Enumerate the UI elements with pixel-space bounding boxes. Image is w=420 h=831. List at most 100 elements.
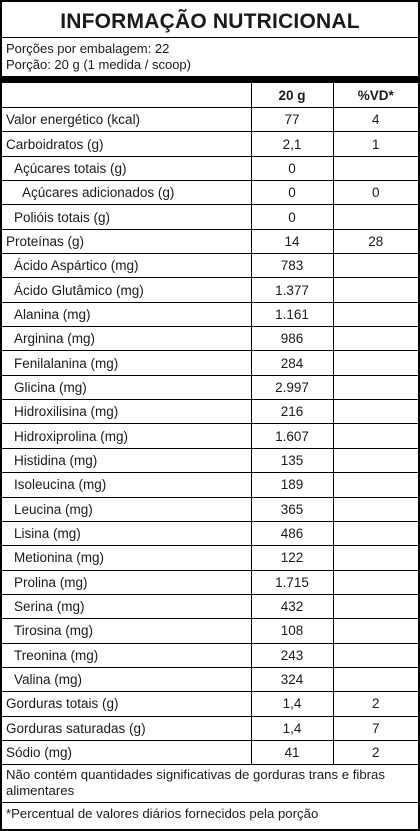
table-row: Ácido Glutâmico (mg) 1.377 xyxy=(2,277,418,303)
nutrient-amount: 77 xyxy=(250,107,333,132)
table-row: Prolina (mg) 1.715 xyxy=(2,570,418,595)
table-row: Lisina (mg) 486 xyxy=(2,521,418,546)
nutrient-amount: 122 xyxy=(250,545,333,571)
header-dv: %VD* xyxy=(332,83,418,108)
serving-size: Porção: 20 g (1 medida / scoop) xyxy=(6,57,191,72)
nutrient-dv xyxy=(332,399,418,424)
nutrient-amount: 135 xyxy=(250,448,333,473)
table-row: Valina (mg) 324 xyxy=(2,667,418,692)
nutrient-amount: 1.715 xyxy=(250,570,333,595)
nutrient-name: Sódio (mg) xyxy=(6,745,73,761)
nutrient-name: Leucina (mg) xyxy=(14,501,93,517)
table-row: Polióis totais (g) 0 xyxy=(2,204,418,230)
nutrient-name: Tirosina (mg) xyxy=(14,623,94,639)
nutrient-dv xyxy=(332,618,418,644)
nutrient-amount: 1.607 xyxy=(250,423,333,449)
header-nutrient xyxy=(2,83,251,108)
label-title: INFORMAÇÃO NUTRICIONAL xyxy=(2,2,418,38)
nutrient-name: Metionina (mg) xyxy=(14,550,105,566)
table-body: Valor energético (kcal) 77 4 Carboidratos (… xyxy=(2,107,418,765)
nutrient-amount: 243 xyxy=(250,643,333,668)
nutrient-name: Gorduras saturadas (g) xyxy=(6,720,146,736)
nutrient-amount: 486 xyxy=(250,521,333,546)
nutrient-amount: 2,1 xyxy=(250,131,333,157)
nutrient-name: Açúcares adicionados (g) xyxy=(22,185,175,201)
table-row: Sódio (mg) 41 2 xyxy=(2,740,418,765)
nutrient-name: Valor energético (kcal) xyxy=(6,112,141,128)
nutrient-name: Valina (mg) xyxy=(14,672,83,688)
table-row: Carboidratos (g) 2,1 1 xyxy=(2,131,418,157)
nutrient-amount: 986 xyxy=(250,326,333,351)
nutrient-dv xyxy=(332,472,418,497)
table-row: Isoleucina (mg) 189 xyxy=(2,472,418,497)
nutrient-amount: 1,4 xyxy=(250,716,333,741)
nutrient-amount: 284 xyxy=(250,350,333,376)
nutrient-dv: 0 xyxy=(332,180,418,205)
nutrient-amount: 0 xyxy=(250,180,333,205)
nutrient-name: Prolina (mg) xyxy=(14,574,88,590)
nutrient-name: Gorduras totais (g) xyxy=(6,696,119,712)
nutrient-name: Carboidratos (g) xyxy=(6,136,104,152)
nutrient-dv: 28 xyxy=(332,229,418,254)
nutrient-name: Lisina (mg) xyxy=(14,526,81,542)
nutrient-name: Ácido Aspártico (mg) xyxy=(14,258,139,274)
nutrient-dv xyxy=(332,497,418,522)
nutrient-name: Proteínas (g) xyxy=(6,233,85,249)
nutrient-amount: 189 xyxy=(250,472,333,497)
table-header-row: 20 g %VD* xyxy=(2,83,418,108)
nutrient-dv xyxy=(332,277,418,303)
nutrient-dv: 7 xyxy=(332,716,418,741)
table-row: Leucina (mg) 365 xyxy=(2,497,418,522)
thick-divider xyxy=(2,76,418,83)
footnote-insignificant: Não contém quantidades significativas de… xyxy=(2,765,418,804)
table-row: Açúcares totais (g) 0 xyxy=(2,156,418,181)
table-row: Histidina (mg) 135 xyxy=(2,448,418,473)
header-amount: 20 g xyxy=(250,83,333,108)
nutrient-amount: 216 xyxy=(250,399,333,424)
nutrient-dv xyxy=(332,521,418,546)
nutrient-name: Arginina (mg) xyxy=(14,331,96,347)
nutrient-dv xyxy=(332,204,418,230)
nutrient-amount: 365 xyxy=(250,497,333,522)
nutrient-amount: 324 xyxy=(250,667,333,692)
table-row: Hidroxilisina (mg) 216 xyxy=(2,399,418,424)
servings-per-package: Porções por embalagem: 22 xyxy=(6,41,170,56)
nutrient-dv: 4 xyxy=(332,107,418,132)
nutrient-amount: 108 xyxy=(250,618,333,644)
nutrient-dv xyxy=(332,423,418,449)
nutrient-dv xyxy=(332,570,418,595)
table-row: Glicina (mg) 2.997 xyxy=(2,375,418,400)
nutrient-dv xyxy=(332,302,418,327)
nutrient-dv xyxy=(332,350,418,376)
nutrient-dv xyxy=(332,253,418,278)
nutrient-dv xyxy=(332,448,418,473)
table-row: Ácido Aspártico (mg) 783 xyxy=(2,253,418,278)
nutrient-dv xyxy=(332,156,418,181)
nutrient-dv xyxy=(332,643,418,668)
nutrient-amount: 0 xyxy=(250,156,333,181)
table-row: Tirosina (mg) 108 xyxy=(2,618,418,644)
nutrient-name: Alanina (mg) xyxy=(14,306,91,322)
nutrient-name: Hidroxilisina (mg) xyxy=(14,404,119,420)
nutrient-amount: 1.161 xyxy=(250,302,333,327)
nutrient-name: Glicina (mg) xyxy=(14,379,87,395)
nutrient-name: Histidina (mg) xyxy=(14,452,98,468)
nutrient-amount: 783 xyxy=(250,253,333,278)
nutrient-dv xyxy=(332,667,418,692)
table-row: Valor energético (kcal) 77 4 xyxy=(2,107,418,132)
nutrient-amount: 41 xyxy=(250,740,333,765)
nutrient-name: Açúcares totais (g) xyxy=(14,160,127,176)
nutrient-name: Fenilalanina (mg) xyxy=(14,355,119,371)
nutrient-dv: 2 xyxy=(332,691,418,717)
table-row: Arginina (mg) 986 xyxy=(2,326,418,351)
table-row: Hidroxiprolina (mg) 1.607 xyxy=(2,423,418,449)
nutrient-amount: 14 xyxy=(250,229,333,254)
table-row: Alanina (mg) 1.161 xyxy=(2,302,418,327)
nutrient-dv xyxy=(332,594,418,619)
footnote-dv: *Percentual de valores diários fornecido… xyxy=(6,806,319,822)
table-row: Metionina (mg) 122 xyxy=(2,545,418,571)
nutrient-amount: 1.377 xyxy=(250,277,333,303)
table-row: Gorduras saturadas (g) 1,4 7 xyxy=(2,716,418,741)
nutrient-dv xyxy=(332,545,418,571)
table-row: Treonina (mg) 243 xyxy=(2,643,418,668)
